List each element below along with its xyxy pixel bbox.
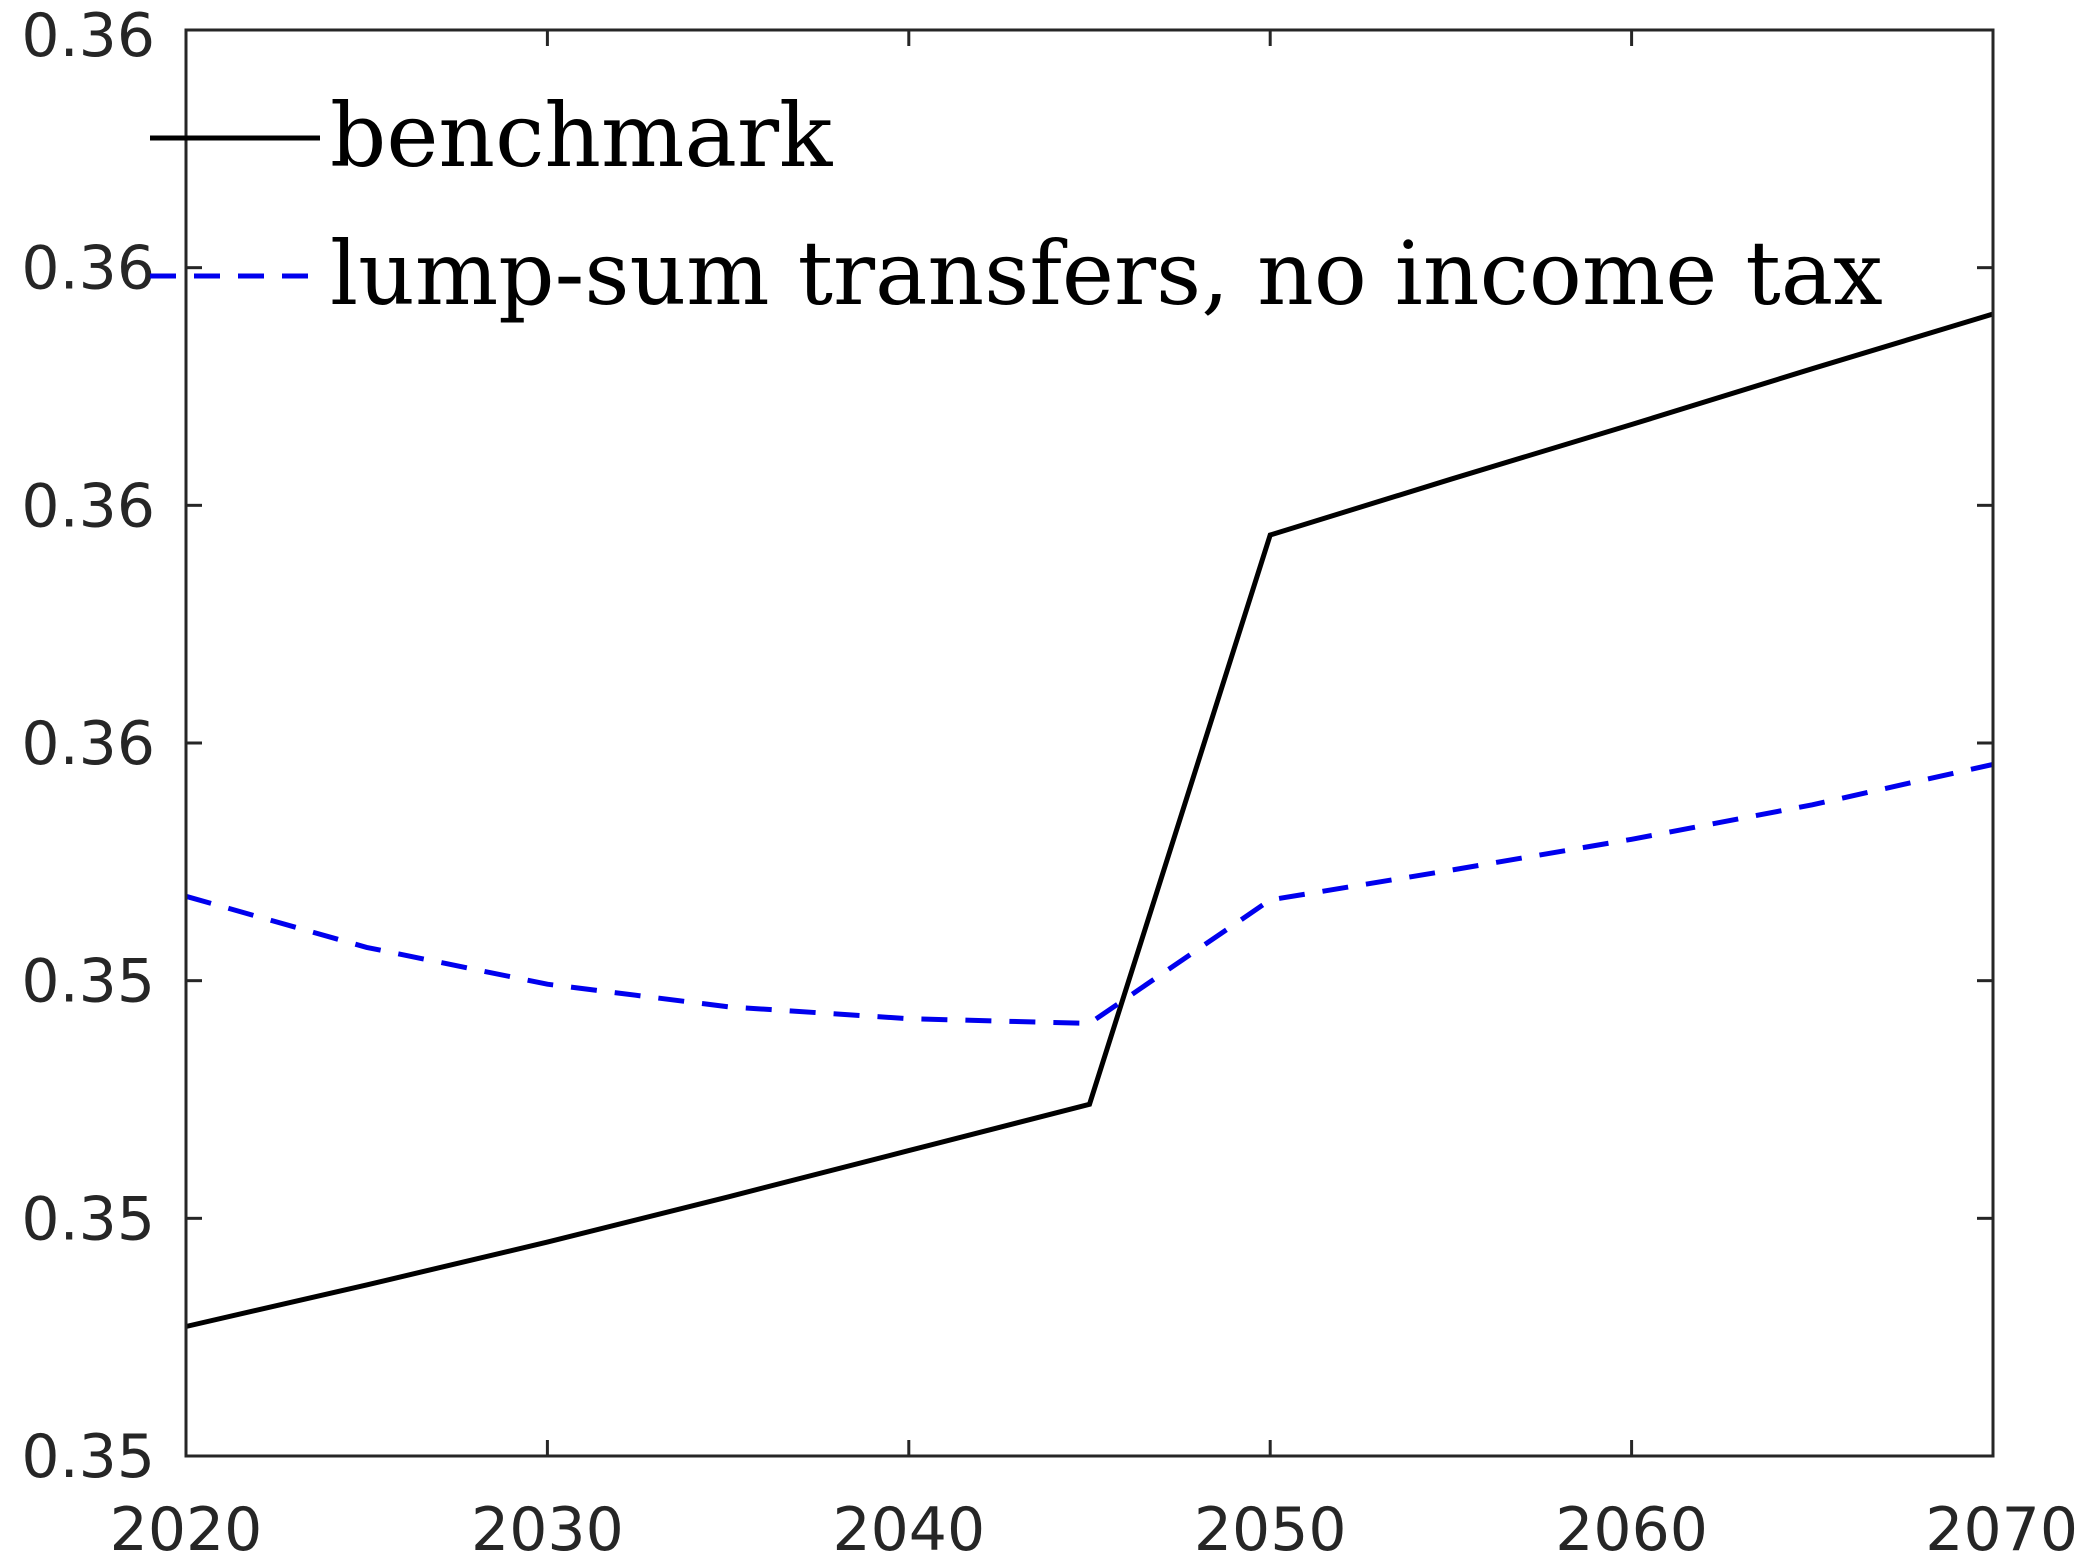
y-tick-label: 0.36 (21, 1, 155, 71)
x-tick-label: 2050 (1194, 1495, 1347, 1554)
y-tick-label: 0.35 (21, 1184, 155, 1254)
series-lines (185, 311, 1994, 1329)
x-tick-label: 2020 (110, 1495, 263, 1554)
y-tick-label: 0.36 (21, 709, 155, 779)
x-tick-label: 2030 (471, 1495, 624, 1554)
legend-label: benchmark (330, 84, 833, 187)
y-tick-label: 0.35 (21, 947, 155, 1017)
plot-background (186, 30, 1993, 1456)
series-line (185, 761, 1994, 1026)
y-tick-label: 0.36 (21, 471, 155, 541)
legend: benchmark lump-sum transfers, no income t… (150, 84, 1883, 325)
x-tick-label: 2060 (1555, 1495, 1708, 1554)
x-tick-label: 2070 (1925, 1495, 2078, 1554)
series-line (185, 311, 1994, 1329)
y-tick-label: 0.35 (21, 1422, 155, 1492)
x-tick-label: 2040 (832, 1495, 985, 1554)
y-tick-label: 0.36 (21, 234, 155, 304)
plot-area-frame (184, 28, 1995, 1458)
legend-label: lump-sum transfers, no income tax (330, 222, 1883, 325)
axis-tick-labels: 2020 2030 2040 2050 2060 2070 0.35 0.35 0.35 0.36… (21, 1, 2078, 1554)
